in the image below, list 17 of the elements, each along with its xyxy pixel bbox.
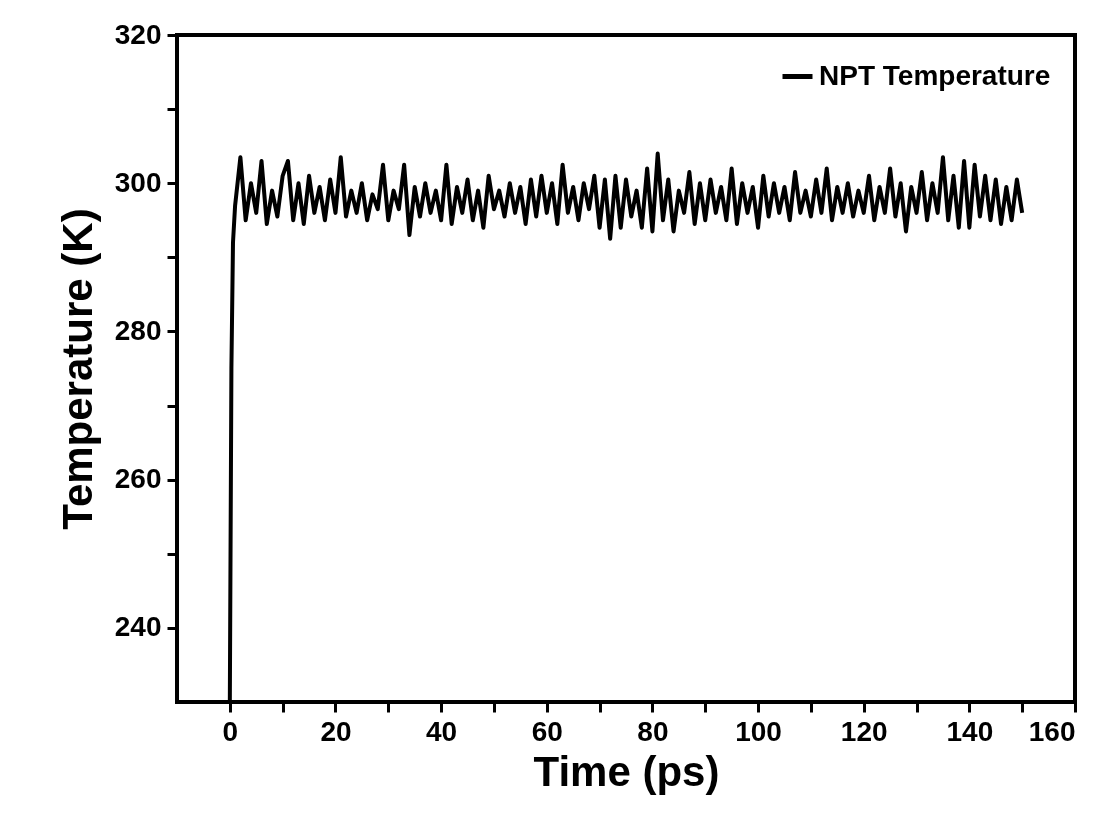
y-tick-label: 320	[114, 18, 162, 50]
y-tick-label: 300	[114, 166, 162, 198]
x-tick-label: 80	[637, 715, 669, 747]
y-tick-label: 260	[114, 463, 162, 495]
x-tick-label: 140	[946, 715, 994, 747]
x-tick-label: 160	[1028, 715, 1076, 747]
x-tick-label: 0	[222, 715, 239, 747]
legend-label: NPT Temperature	[819, 59, 1051, 91]
x-tick-label: 120	[840, 715, 888, 747]
x-tick-label: 40	[426, 715, 458, 747]
x-axis-title: Time (ps)	[533, 747, 720, 795]
x-tick-label: 100	[735, 715, 782, 747]
y-tick-label: 240	[114, 611, 162, 643]
y-axis-title: Temperature (K)	[53, 208, 101, 530]
x-tick-label: 60	[531, 715, 563, 747]
x-tick-label: 20	[320, 715, 352, 747]
y-tick-label: 280	[114, 314, 162, 346]
